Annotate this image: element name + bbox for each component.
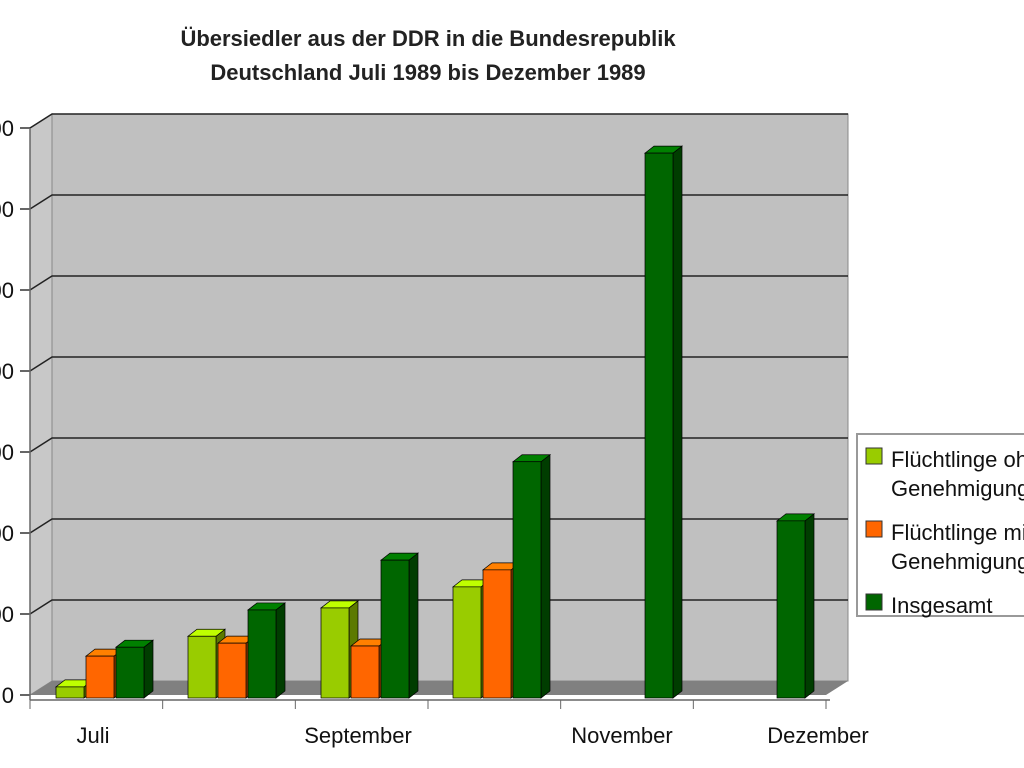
bar-front [482,569,512,699]
bar-front [247,609,277,699]
legend-label: Insgesamt [891,593,993,618]
bar-side [804,513,815,699]
y-tick-label: 60000 [0,440,14,465]
legend-swatch [865,593,883,611]
x-tick-label: September [304,723,412,748]
bar-side [143,639,154,699]
legend-box [856,433,1024,617]
bar [511,454,552,699]
bar-front [776,520,806,699]
gridline [29,599,848,615]
gridline [29,113,848,129]
gridline [29,356,848,372]
bar [775,513,816,699]
bar [246,602,287,699]
legend-swatch [865,520,883,538]
bar-front [380,559,410,699]
gridline [29,518,848,534]
x-tick-label: November [571,723,672,748]
chart-title-line-1: Übersiedler aus der DDR in die Bundesrep… [180,26,676,51]
bar-front [115,646,145,699]
bar-front [55,686,85,699]
x-tick-label: Dezember [767,723,868,748]
legend-label: Flüchtlinge mit [891,520,1024,545]
bar-front [217,642,247,699]
bar-side [672,145,683,699]
back-wall [51,113,849,682]
bar [114,639,155,699]
bar [643,145,684,699]
x-tick-label: Juli [76,723,109,748]
y-tick-label: 140000 [0,116,14,141]
legend-swatch [865,447,883,465]
bar-side [540,454,551,699]
legend: Flüchtlinge ohne Genehmigung Flüchtlinge m… [856,433,1024,618]
gridline [29,194,848,210]
bar-front [320,607,350,699]
y-tick-label: 40000 [0,521,14,546]
y-tick-label: 80000 [0,359,14,384]
bar-front [85,655,115,699]
gridline [29,437,848,453]
legend-label: Genehmigung [891,476,1024,501]
legend-label: Flüchtlinge ohne [891,447,1024,472]
y-tick-label: 120000 [0,197,14,222]
bar [379,552,420,699]
bar-front [350,645,380,699]
chart-title-line-2: Deutschland Juli 1989 bis Dezember 1989 [210,60,645,85]
y-tick-label: 100000 [0,278,14,303]
bar-side [408,552,419,699]
y-tick-label: 20000 [0,602,14,627]
bar-front [512,461,542,699]
bar-front [452,586,482,699]
bar-side [275,602,286,699]
y-tick-label: 0 [2,683,14,708]
bar-front [644,152,674,699]
gridline [29,275,848,291]
legend-label: Genehmigung [891,549,1024,574]
bar-front [187,635,217,699]
